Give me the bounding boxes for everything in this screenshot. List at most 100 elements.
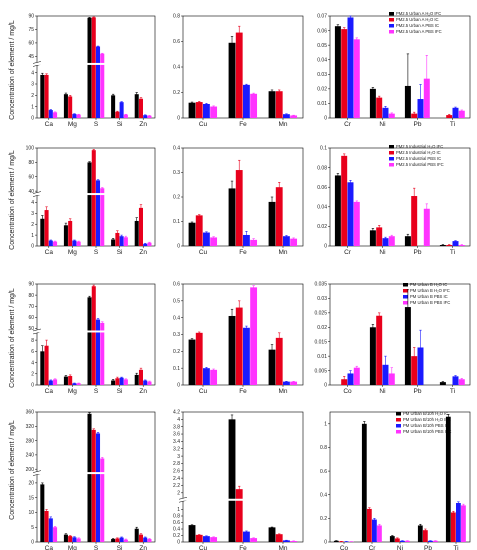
- bar: [382, 364, 389, 385]
- bar: [188, 102, 196, 118]
- bar: [138, 207, 143, 246]
- y-tick-label: 0.02: [317, 87, 327, 93]
- bar: [268, 527, 276, 542]
- bar: [63, 94, 68, 118]
- plot-frame: [329, 147, 471, 247]
- x-category-label: Si: [117, 121, 123, 128]
- x-category-label: Si: [117, 249, 123, 256]
- y-tick-label: 10: [28, 510, 34, 516]
- bar: [376, 227, 383, 246]
- y-tick-label: 3: [31, 82, 34, 88]
- bar: [283, 236, 290, 246]
- x-category-label: Mg: [68, 249, 77, 256]
- y-tick-label: 200: [26, 467, 35, 473]
- x-category-label: Mn: [278, 249, 287, 256]
- y-tick-label: 3.2: [173, 446, 180, 452]
- bar: [63, 534, 68, 542]
- bar: [353, 39, 360, 118]
- bar: [388, 236, 395, 246]
- x-category-label: S: [94, 388, 99, 395]
- x-category-label: S: [94, 249, 99, 256]
- bar: [134, 94, 139, 118]
- y-tick-label: 50: [28, 326, 34, 332]
- y-tick-label: 320: [26, 424, 35, 430]
- legend-swatch-3: [396, 424, 401, 428]
- bar: [40, 484, 45, 542]
- y-tick-label: 0.035: [314, 282, 327, 288]
- bar: [290, 541, 298, 542]
- legend-swatch-4: [403, 301, 408, 305]
- y-tick-label: 0: [31, 540, 34, 546]
- bar: [195, 215, 203, 246]
- bar: [119, 236, 124, 246]
- axis-break-gap: [33, 62, 41, 66]
- row-2-legend: PM2.5 Industrial H₂O IFC PM2.5 Industria…: [389, 144, 444, 167]
- chart-panel-r2-c3: 0 0.02 0.04 0.06 0.08 0.1 Cr Ni Pb Ti: [317, 146, 471, 256]
- bar: [76, 241, 81, 246]
- x-category-label: Zn: [139, 388, 147, 395]
- chart-panel-r3-c3: 0 0.005 0.01 0.015 0.02 0.025 0.03 0.035 Co Ni Pb T…: [314, 282, 471, 395]
- bar: [111, 380, 116, 385]
- y-tick-label: 0: [177, 244, 180, 250]
- bar: [111, 95, 116, 118]
- bar: [275, 337, 283, 385]
- y-tick-label: 0.03: [317, 296, 327, 302]
- y-tick-label: 0: [177, 540, 180, 546]
- bar: [347, 373, 354, 385]
- bar: [143, 115, 148, 118]
- chart-panel-r1-c1: 0 1 2 3 4 45 60 75 90 Ca Mg S Si Zn: [28, 14, 156, 128]
- y-tick-label: 0: [177, 383, 180, 389]
- x-category-label: Cu: [199, 121, 208, 128]
- y-tick-label: 0.04: [317, 57, 327, 63]
- bar: [115, 111, 120, 118]
- bar: [404, 236, 411, 246]
- y-tick-label: 0.5: [173, 299, 180, 305]
- x-category-label: Zn: [139, 249, 147, 256]
- bar-break-band: [184, 498, 302, 501]
- bar: [44, 345, 49, 385]
- bar: [195, 332, 203, 385]
- bar: [372, 519, 377, 542]
- x-category-label: Pb: [414, 249, 422, 256]
- x-category-label: Fe: [239, 545, 247, 550]
- legend-swatch-1: [389, 145, 394, 149]
- y-tick-label: 0.4: [320, 492, 327, 498]
- bar: [369, 327, 376, 385]
- bar: [134, 220, 139, 246]
- bar: [275, 534, 283, 542]
- bar: [417, 525, 423, 542]
- x-category-label: Ti: [450, 121, 455, 128]
- bar: [376, 97, 383, 118]
- bar: [422, 530, 428, 542]
- bar: [389, 536, 395, 542]
- bar: [72, 383, 77, 385]
- plot-frame: [182, 411, 304, 543]
- x-category-label: Mn: [278, 388, 287, 395]
- y-tick-label: 0: [31, 116, 34, 122]
- bar: [134, 374, 139, 385]
- y-tick-label: 4: [31, 200, 34, 206]
- y-tick-label: 360: [26, 410, 35, 416]
- bar: [452, 241, 459, 246]
- y-tick-label: 0: [31, 383, 34, 389]
- bar: [87, 413, 92, 542]
- x-category-label: Ni: [379, 121, 385, 128]
- y-tick-label: 0.4: [173, 146, 180, 152]
- y-tick-label: 60: [28, 174, 34, 180]
- bar: [188, 222, 196, 246]
- bar: [72, 240, 77, 246]
- bar: [341, 155, 348, 246]
- x-category-label: Ti: [450, 249, 455, 256]
- axis-break-mark: [32, 470, 42, 473]
- x-category-label: Co: [340, 545, 349, 550]
- legend-swatch-4: [389, 163, 394, 167]
- row-4-y-axis-label: Concentration of element / mg/L: [9, 420, 16, 520]
- legend-entry-1: PM Urban B/10h H₂O IC: [403, 411, 448, 416]
- x-category-label: Zn: [139, 121, 147, 128]
- axis-break-gap: [33, 471, 41, 475]
- bar: [53, 112, 58, 118]
- bar: [96, 433, 101, 542]
- bar: [123, 114, 128, 118]
- bar: [210, 237, 218, 246]
- bar: [188, 339, 196, 385]
